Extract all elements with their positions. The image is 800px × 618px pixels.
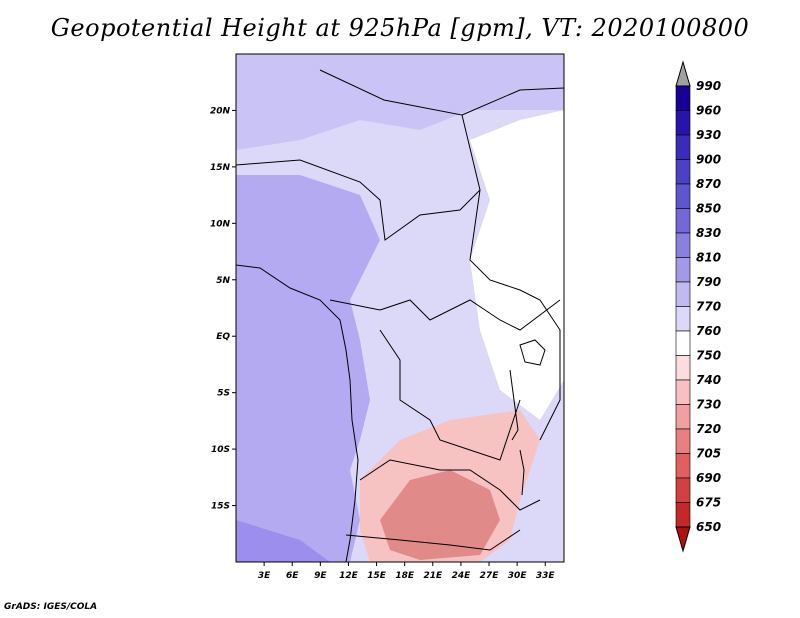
lat-tick-label: 15N	[210, 163, 231, 173]
lake-tanganyika	[509, 369, 519, 441]
colorbar-level-label: 690	[696, 471, 721, 485]
colorbar-swatch	[675, 159, 691, 185]
lon-tick-label: 3E	[258, 571, 271, 581]
colorbar-swatch	[675, 134, 691, 160]
sahara-north-region	[236, 54, 564, 150]
colorbar-level-label: 870	[696, 177, 721, 191]
colorbar-level-label: 960	[696, 104, 721, 118]
lon-tick-label: 24E	[452, 571, 472, 581]
lat-tick-label: 20N	[210, 106, 231, 116]
credit-label: GrADS: IGES/COLA	[4, 602, 98, 612]
colorbar-swatch	[675, 208, 691, 234]
colorbar-swatch	[675, 330, 691, 356]
lon-tick-label: 27E	[480, 571, 500, 581]
colorbar-level-label: 900	[696, 153, 721, 167]
colorbar-swatch	[675, 355, 691, 381]
colorbar-swatch	[675, 306, 691, 332]
colorbar-swatch	[675, 379, 691, 405]
colorbar-swatch	[675, 404, 691, 430]
map-frame	[235, 53, 565, 563]
colorbar-swatch	[675, 428, 691, 454]
colorbar-swatch	[675, 281, 691, 307]
border-central	[329, 299, 561, 331]
coastline	[236, 264, 359, 562]
colorbar-swatch	[675, 477, 691, 503]
colorbar-swatch	[675, 232, 691, 258]
southwest-ocean-region	[236, 520, 330, 562]
lat-tick-label: 5S	[217, 389, 230, 399]
border-southwest	[345, 529, 521, 551]
western-ocean-band-region	[236, 175, 380, 562]
country-borders	[236, 69, 564, 562]
lon-tick-label: 9E	[314, 571, 327, 581]
longitude-axis: 3E 6E 9E 12E 15E 18E 21E 24E 27E 30E 33E	[258, 562, 556, 581]
colorbar-level-label: 675	[696, 496, 721, 510]
latitude-axis: 20N 15N 10N 5N EQ 5S 10S 15S	[210, 106, 236, 512]
lake-victoria	[519, 339, 546, 366]
colorbar-level-label: 705	[696, 447, 721, 461]
lon-tick-label: 15E	[367, 571, 387, 581]
colorbar-level-label: 810	[696, 251, 721, 265]
colorbar-top-arrow	[675, 60, 691, 87]
colorbar-level-label: 720	[696, 422, 721, 436]
page-title: Geopotential Height at 925hPa [gpm], VT:…	[50, 14, 750, 42]
lon-tick-label: 33E	[536, 571, 556, 581]
colorbar-level-label: 830	[696, 226, 721, 240]
lon-tick-label: 12E	[339, 571, 359, 581]
colorbar-swatch	[675, 110, 691, 136]
colorbar-swatch	[675, 453, 691, 479]
east-africa-high-region	[470, 110, 564, 420]
colorbar-level-label: 650	[696, 520, 721, 534]
lat-tick-label: 15S	[211, 502, 230, 512]
colorbar-swatch	[675, 257, 691, 283]
colorbar-level-label: 760	[696, 324, 721, 338]
colorbar-level-label: 930	[696, 128, 721, 142]
border-sahel	[236, 69, 481, 241]
lat-tick-label: 10S	[211, 445, 230, 455]
colorbar-swatch	[675, 502, 691, 528]
colorbar-level-label: 730	[696, 398, 721, 412]
colorbar-bottom-arrow	[675, 526, 691, 553]
lon-tick-label: 18E	[395, 571, 415, 581]
border-drc	[379, 329, 521, 461]
lake-malawi	[519, 449, 525, 496]
border-south	[359, 459, 541, 511]
colorbar-level-label: 740	[696, 373, 721, 387]
border-horn	[461, 87, 564, 116]
colorbar: 990 960 930 900 870 850 830 810 790 770 760 750 740 7…	[675, 60, 721, 553]
colorbar-swatch	[675, 85, 691, 111]
colorbar-level-label: 790	[696, 275, 721, 289]
colorbar-swatch	[675, 183, 691, 209]
lat-tick-label: 5N	[216, 276, 230, 286]
lon-tick-label: 21E	[423, 571, 443, 581]
colorbar-level-label: 990	[696, 79, 721, 93]
border-east	[469, 189, 561, 441]
kalahari-low-region	[380, 470, 500, 560]
colorbar-level-label: 750	[696, 349, 721, 363]
map-field	[236, 54, 564, 562]
lon-tick-label: 30E	[508, 571, 528, 581]
colorbar-level-label: 770	[696, 300, 721, 314]
lon-tick-label: 6E	[286, 571, 299, 581]
colorbar-level-label: 850	[696, 202, 721, 216]
lat-tick-label: EQ	[216, 332, 230, 342]
lat-tick-label: 10N	[210, 219, 231, 229]
